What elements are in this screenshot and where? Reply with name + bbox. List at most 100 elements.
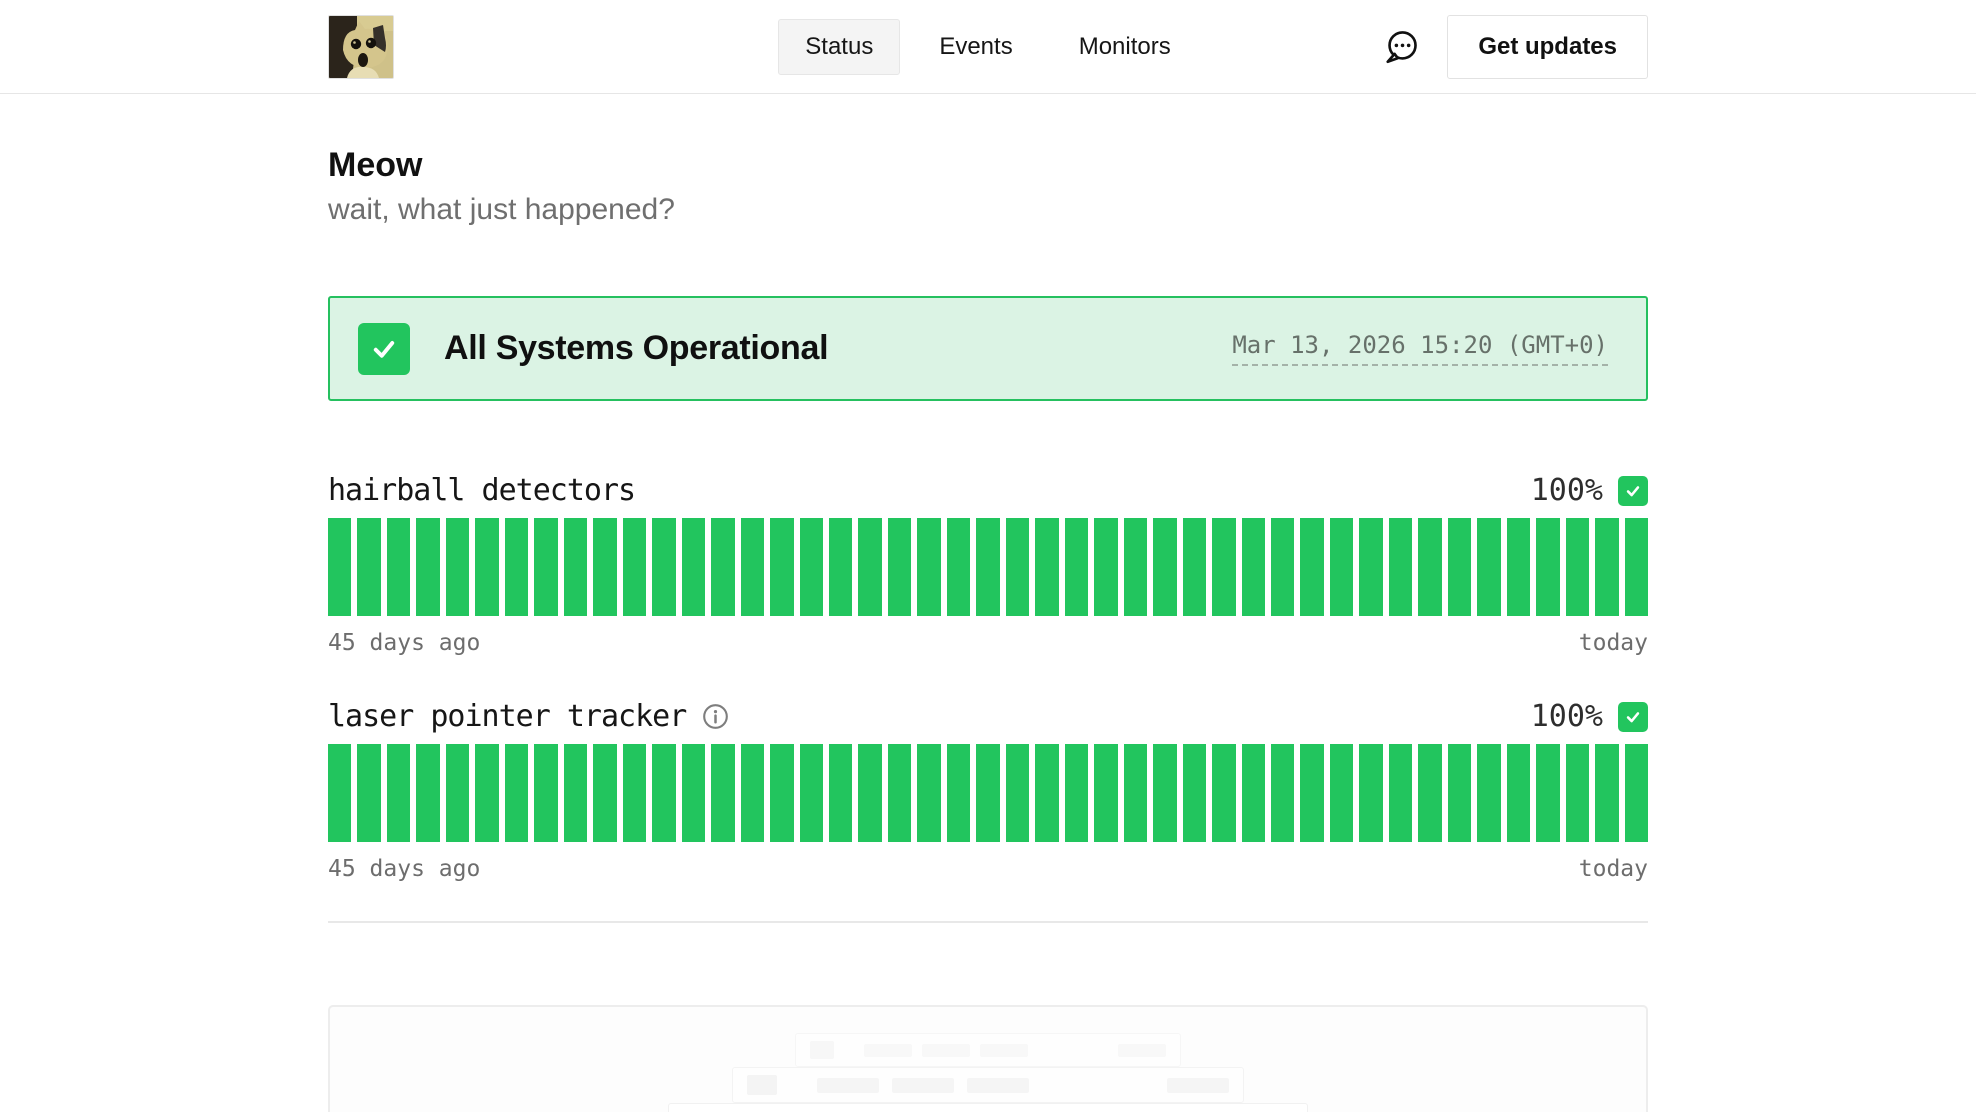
uptime-day-bar[interactable] bbox=[770, 744, 794, 842]
uptime-day-bar[interactable] bbox=[1123, 744, 1148, 842]
uptime-day-bar[interactable] bbox=[416, 744, 440, 842]
uptime-day-bar[interactable] bbox=[946, 744, 971, 842]
uptime-day-bar[interactable] bbox=[1536, 518, 1560, 616]
uptime-day-bar[interactable] bbox=[1506, 518, 1531, 616]
uptime-day-bar[interactable] bbox=[534, 518, 558, 616]
uptime-day-bar[interactable] bbox=[1123, 518, 1148, 616]
uptime-day-bar[interactable] bbox=[1388, 518, 1413, 616]
uptime-day-bar[interactable] bbox=[1565, 518, 1590, 616]
uptime-day-bar[interactable] bbox=[1418, 744, 1442, 842]
uptime-day-bar[interactable] bbox=[1153, 518, 1177, 616]
uptime-day-bar[interactable] bbox=[1447, 518, 1472, 616]
uptime-day-bar[interactable] bbox=[416, 518, 440, 616]
uptime-day-bar[interactable] bbox=[917, 518, 941, 616]
uptime-day-bar[interactable] bbox=[445, 744, 470, 842]
uptime-day-bar[interactable] bbox=[1271, 744, 1295, 842]
uptime-day-bar[interactable] bbox=[1595, 744, 1619, 842]
uptime-day-bar[interactable] bbox=[740, 744, 765, 842]
uptime-day-bar[interactable] bbox=[445, 518, 470, 616]
uptime-day-bar[interactable] bbox=[1388, 744, 1413, 842]
monitor-info-button[interactable] bbox=[702, 703, 729, 730]
get-updates-button[interactable]: Get updates bbox=[1447, 14, 1649, 79]
uptime-day-bar[interactable] bbox=[622, 744, 647, 842]
uptime-day-bar[interactable] bbox=[1595, 518, 1619, 616]
uptime-bar-chart bbox=[328, 744, 1649, 842]
tab-events[interactable]: Events bbox=[912, 19, 1039, 75]
uptime-day-bar[interactable] bbox=[1212, 518, 1236, 616]
uptime-day-bar[interactable] bbox=[386, 518, 411, 616]
uptime-day-bar[interactable] bbox=[681, 518, 706, 616]
uptime-day-bar[interactable] bbox=[887, 518, 912, 616]
uptime-day-bar[interactable] bbox=[1359, 744, 1383, 842]
uptime-day-bar[interactable] bbox=[328, 744, 352, 842]
uptime-day-bar[interactable] bbox=[1182, 518, 1207, 616]
uptime-day-bar[interactable] bbox=[1094, 744, 1118, 842]
uptime-day-bar[interactable] bbox=[828, 744, 853, 842]
uptime-day-bar[interactable] bbox=[1005, 518, 1030, 616]
uptime-day-bar[interactable] bbox=[799, 518, 823, 616]
uptime-day-bar[interactable] bbox=[858, 518, 882, 616]
uptime-day-bar[interactable] bbox=[917, 744, 941, 842]
uptime-day-bar[interactable] bbox=[1418, 518, 1442, 616]
uptime-day-bar[interactable] bbox=[799, 744, 823, 842]
uptime-day-bar[interactable] bbox=[1447, 744, 1472, 842]
uptime-day-bar[interactable] bbox=[976, 744, 1000, 842]
uptime-day-bar[interactable] bbox=[828, 518, 853, 616]
uptime-day-bar[interactable] bbox=[357, 744, 381, 842]
uptime-day-bar[interactable] bbox=[1035, 744, 1059, 842]
uptime-day-bar[interactable] bbox=[887, 744, 912, 842]
uptime-day-bar[interactable] bbox=[1300, 518, 1324, 616]
uptime-day-bar[interactable] bbox=[1300, 744, 1324, 842]
uptime-day-bar[interactable] bbox=[1329, 744, 1354, 842]
uptime-day-bar[interactable] bbox=[1035, 518, 1059, 616]
uptime-day-bar[interactable] bbox=[1241, 744, 1265, 842]
uptime-day-bar[interactable] bbox=[475, 518, 499, 616]
uptime-day-bar[interactable] bbox=[711, 518, 735, 616]
uptime-day-bar[interactable] bbox=[1271, 518, 1295, 616]
uptime-day-bar[interactable] bbox=[946, 518, 971, 616]
tab-status[interactable]: Status bbox=[778, 18, 901, 75]
uptime-day-bar[interactable] bbox=[1153, 744, 1177, 842]
uptime-day-bar[interactable] bbox=[622, 518, 647, 616]
feedback-chat-button[interactable] bbox=[1379, 24, 1425, 70]
site-logo[interactable] bbox=[328, 14, 394, 79]
uptime-day-bar[interactable] bbox=[593, 744, 617, 842]
uptime-day-bar[interactable] bbox=[1212, 744, 1236, 842]
uptime-day-bar[interactable] bbox=[681, 744, 706, 842]
uptime-day-bar[interactable] bbox=[1624, 744, 1649, 842]
uptime-day-bar[interactable] bbox=[1477, 518, 1501, 616]
uptime-day-bar[interactable] bbox=[711, 744, 735, 842]
uptime-day-bar[interactable] bbox=[1064, 744, 1089, 842]
uptime-day-bar[interactable] bbox=[1094, 518, 1118, 616]
uptime-day-bar[interactable] bbox=[1536, 744, 1560, 842]
uptime-day-bar[interactable] bbox=[1064, 518, 1089, 616]
uptime-day-bar[interactable] bbox=[504, 744, 529, 842]
uptime-day-bar[interactable] bbox=[563, 744, 588, 842]
monitor-laser-pointer-tracker: laser pointer tracker 100% bbox=[328, 699, 1649, 883]
uptime-day-bar[interactable] bbox=[504, 518, 529, 616]
uptime-day-bar[interactable] bbox=[1506, 744, 1531, 842]
status-timestamp[interactable]: Mar 13, 2026 15:20 (GMT+0) bbox=[1232, 331, 1608, 366]
uptime-day-bar[interactable] bbox=[357, 518, 381, 616]
uptime-day-bar[interactable] bbox=[386, 744, 411, 842]
uptime-day-bar[interactable] bbox=[770, 518, 794, 616]
uptime-day-bar[interactable] bbox=[976, 518, 1000, 616]
uptime-day-bar[interactable] bbox=[475, 744, 499, 842]
uptime-day-bar[interactable] bbox=[1329, 518, 1354, 616]
tab-monitors[interactable]: Monitors bbox=[1052, 19, 1198, 75]
uptime-day-bar[interactable] bbox=[1624, 518, 1649, 616]
uptime-day-bar[interactable] bbox=[1477, 744, 1501, 842]
uptime-day-bar[interactable] bbox=[563, 518, 588, 616]
uptime-day-bar[interactable] bbox=[593, 518, 617, 616]
uptime-day-bar[interactable] bbox=[858, 744, 882, 842]
uptime-day-bar[interactable] bbox=[534, 744, 558, 842]
uptime-day-bar[interactable] bbox=[1359, 518, 1383, 616]
uptime-day-bar[interactable] bbox=[1005, 744, 1030, 842]
uptime-day-bar[interactable] bbox=[652, 744, 676, 842]
uptime-day-bar[interactable] bbox=[1241, 518, 1265, 616]
uptime-day-bar[interactable] bbox=[328, 518, 352, 616]
uptime-day-bar[interactable] bbox=[1565, 744, 1590, 842]
uptime-day-bar[interactable] bbox=[652, 518, 676, 616]
uptime-day-bar[interactable] bbox=[1182, 744, 1207, 842]
uptime-day-bar[interactable] bbox=[740, 518, 765, 616]
